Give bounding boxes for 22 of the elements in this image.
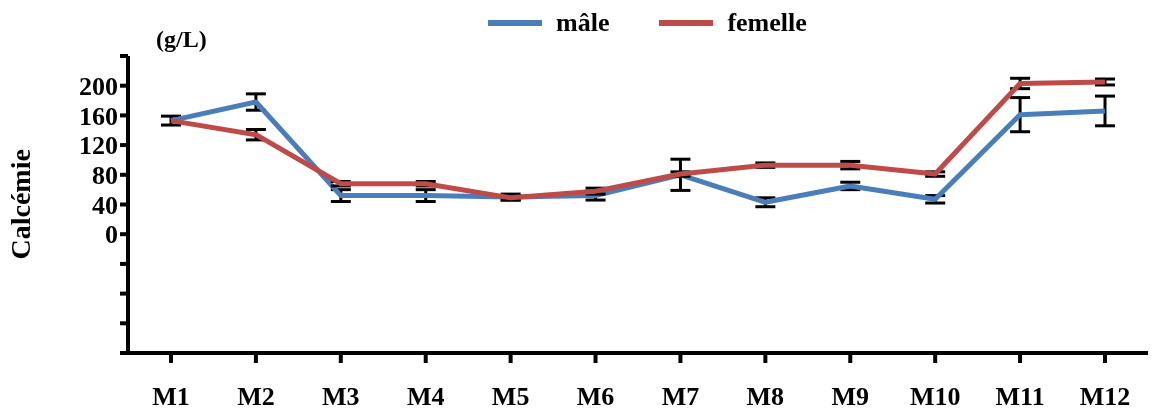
legend-label: mâle [556, 8, 610, 38]
x-tick-label: M7 [661, 382, 700, 412]
y-tick-label: 0 [105, 220, 118, 250]
x-tick-label: M8 [746, 382, 785, 412]
y-tick-label: 40 [92, 190, 118, 220]
legend-label: femelle [727, 8, 807, 38]
x-tick-label: M9 [831, 382, 870, 412]
y-tick-label: 200 [79, 71, 118, 101]
y-axis-title: Calcémie [4, 149, 36, 260]
x-tick-label: M4 [406, 382, 445, 412]
y-tick-label: 80 [92, 161, 118, 191]
x-tick-label: M1 [152, 382, 190, 412]
x-tick-label: M6 [576, 382, 615, 412]
x-tick-label: M5 [491, 382, 530, 412]
y-tick-label: 120 [79, 131, 118, 161]
y-tick-label: 160 [79, 101, 118, 131]
x-tick-label: M2 [237, 382, 275, 412]
x-tick-label: M11 [995, 382, 1045, 412]
x-tick-label: M10 [909, 382, 961, 412]
x-tick-label: M3 [322, 382, 360, 412]
text: (g/L) [156, 26, 207, 53]
x-tick-label: M12 [1079, 382, 1131, 412]
